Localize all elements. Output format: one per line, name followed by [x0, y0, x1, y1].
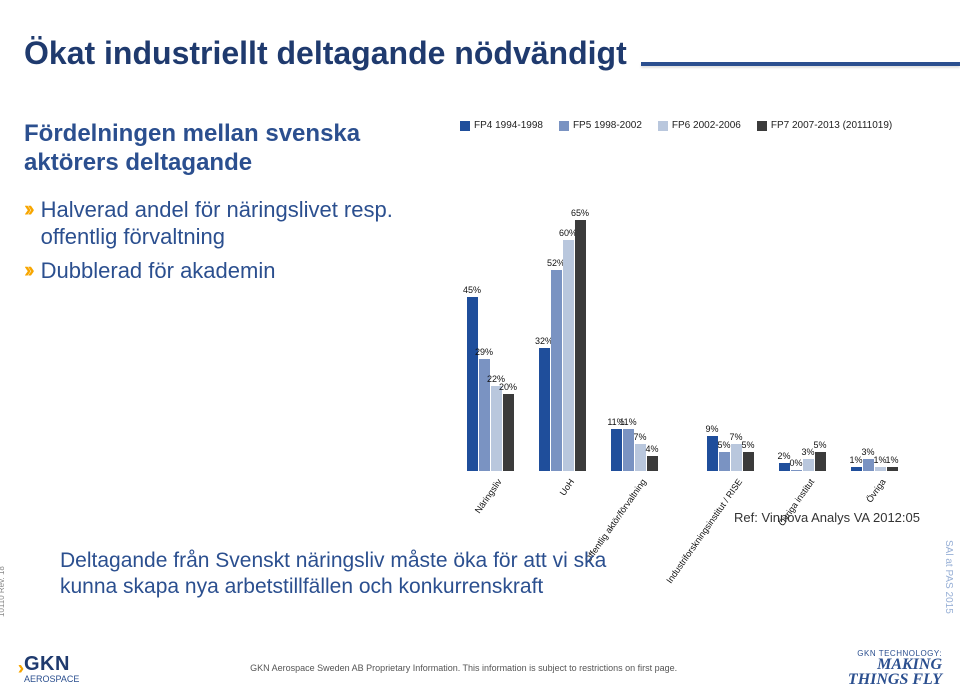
- legend-label: FP6 2002-2006: [672, 120, 741, 131]
- bullet-list: ›› Halverad andel för näringslivet resp. …: [24, 196, 454, 285]
- footer-right-logo: GKN TECHNOLOGY: MAKING THINGS FLY: [848, 649, 942, 687]
- bar: 9%: [707, 424, 718, 471]
- legend-swatch: [460, 121, 470, 131]
- bar: 7%: [731, 432, 742, 471]
- footer: ››› GKN AEROSPACE GKN Aerospace Sweden A…: [0, 639, 960, 697]
- title-underline: [641, 62, 960, 66]
- bar-value-label: 20%: [499, 382, 517, 392]
- bar: 5%: [743, 440, 754, 471]
- legend-item: FP6 2002-2006: [658, 120, 741, 131]
- chart-group: 32%52%60%65%UoH: [532, 201, 592, 471]
- side-right-label: SAl at PAS 2015: [943, 540, 954, 614]
- legend-swatch: [658, 121, 668, 131]
- conclusion-text: Deltagande från Svenskt näringsliv måste…: [60, 548, 680, 601]
- legend-label: FP4 1994-1998: [474, 120, 543, 131]
- legend-label: FP7 2007-2013 (20111019): [771, 120, 892, 131]
- page-title: Ökat industriellt deltagande nödvändigt: [24, 35, 627, 76]
- bar: 60%: [563, 228, 574, 471]
- bar: 20%: [503, 382, 514, 471]
- bar: 1%: [887, 455, 898, 471]
- bar: 4%: [647, 444, 658, 471]
- legend-item: FP5 1998-2002: [559, 120, 642, 131]
- category-label: UoH: [558, 477, 577, 497]
- bar-value-label: 65%: [571, 208, 589, 218]
- bar: 0%: [791, 458, 802, 471]
- left-column: Fördelningen mellan svenska aktörers del…: [24, 120, 454, 290]
- bar: 5%: [815, 440, 826, 471]
- bar-value-label: 11%: [619, 417, 636, 427]
- chart-legend: FP4 1994-1998 FP5 1998-2002 FP6 2002-2006 F…: [460, 120, 940, 131]
- legend-item: FP4 1994-1998: [460, 120, 543, 131]
- subheading: Fördelningen mellan svenska aktörers del…: [24, 120, 454, 178]
- chart-group: 45%29%22%20%Näringsliv: [460, 201, 520, 471]
- bar: 1%: [875, 455, 886, 471]
- bar-value-label: 0%: [790, 458, 803, 468]
- bullet-item: ›› Dubblerad för akademin: [24, 257, 454, 285]
- bullet-item: ›› Halverad andel för näringslivet resp. …: [24, 196, 454, 251]
- bar: 7%: [635, 432, 646, 471]
- category-label: Näringsliv: [473, 477, 504, 515]
- bar-value-label: 5%: [742, 440, 755, 450]
- chart-group: 1%3%1%1%Övriga: [844, 201, 904, 471]
- chart-group: 9%5%7%5%Industriforskningsinstitut / RIS…: [700, 201, 760, 471]
- bar-value-label: 4%: [646, 444, 659, 454]
- category-label: Övriga: [865, 477, 888, 504]
- legend-swatch: [559, 121, 569, 131]
- legend-swatch: [757, 121, 767, 131]
- bar-chart: FP4 1994-1998 FP5 1998-2002 FP6 2002-2006 F…: [460, 120, 940, 471]
- bar: 52%: [551, 258, 562, 471]
- bar: 3%: [803, 447, 814, 471]
- bar: 5%: [719, 440, 730, 471]
- bar: 11%: [623, 417, 634, 471]
- bar: 29%: [479, 347, 490, 471]
- bar-value-label: 29%: [475, 347, 493, 357]
- revision-label: 10110 Rev. 18: [0, 566, 6, 617]
- bar-value-label: 1%: [886, 455, 899, 465]
- chart-group: 2%0%3%5%Övriga institut: [772, 201, 832, 471]
- gkn-logo: ››› GKN AEROSPACE: [18, 653, 79, 684]
- bar: 45%: [467, 285, 478, 471]
- arrow-icon: ››: [24, 257, 31, 282]
- reference-text: Ref: Vinnova Analys VA 2012:05: [734, 510, 920, 525]
- bar-value-label: 45%: [463, 285, 481, 295]
- bar: 2%: [779, 451, 790, 471]
- bar: 3%: [863, 447, 874, 471]
- chart-plot: 45%29%22%20%Näringsliv32%52%60%65%UoH 11%…: [460, 141, 940, 471]
- legend-label: FP5 1998-2002: [573, 120, 642, 131]
- bar-value-label: 5%: [814, 440, 827, 450]
- arrow-icon: ››: [24, 196, 31, 221]
- bullet-text: Halverad andel för näringslivet resp. of…: [41, 196, 454, 251]
- legend-item: FP7 2007-2013 (20111019): [757, 120, 892, 131]
- title-bar: Ökat industriellt deltagande nödvändigt: [0, 0, 960, 76]
- bar-value-label: 9%: [706, 424, 719, 434]
- bar: 1%: [851, 455, 862, 471]
- bar: 32%: [539, 336, 550, 471]
- bar: 65%: [575, 208, 586, 471]
- bar-value-label: 7%: [634, 432, 647, 442]
- bullet-text: Dubblerad för akademin: [41, 257, 276, 285]
- footer-disclaimer: GKN Aerospace Sweden AB Proprietary Info…: [79, 663, 848, 673]
- chart-group: 11%11%7%4%Offentlig aktör/förvaltning: [604, 201, 664, 471]
